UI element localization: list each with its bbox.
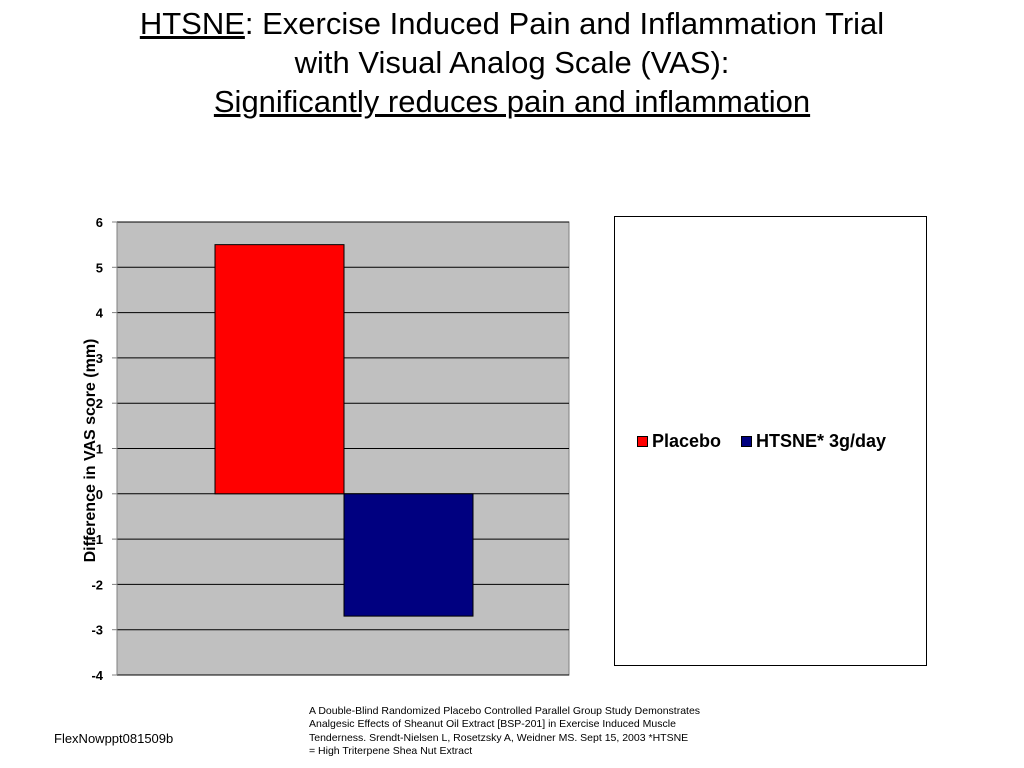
legend-swatch-placebo — [637, 436, 648, 447]
y-tick-label: 3 — [96, 351, 103, 366]
y-tick-label: 4 — [96, 306, 104, 321]
citation-line-2: Analgesic Effects of Sheanut Oil Extract… — [309, 718, 676, 731]
bar-htsne-3g-day — [343, 493, 474, 617]
title-line-1: HTSNE: Exercise Induced Pain and Inflamm… — [0, 4, 1024, 43]
y-tick-label: -2 — [91, 577, 103, 592]
y-tick-label: 0 — [96, 487, 103, 502]
bars — [214, 244, 474, 617]
legend-swatch-htsne — [741, 436, 753, 447]
y-tick-labels: 6 5 4 3 2 1 0 -1 -2 -3 -4 — [91, 215, 103, 683]
citation: A Double-Blind Randomized Placebo Contro… — [309, 705, 749, 759]
citation-line-3: Tenderness. Srendt-Nielsen L, Rosetzsky … — [309, 731, 689, 744]
y-tick-label: -3 — [91, 623, 103, 638]
title-line-2: with Visual Analog Scale (VAS): — [294, 45, 730, 80]
title-line-3: Significantly reduces pain and inflammat… — [213, 84, 811, 119]
legend-label-placebo: Placebo — [652, 431, 722, 451]
y-tick-label: -4 — [91, 668, 103, 683]
y-tick-label: 6 — [96, 215, 103, 230]
title-product-name: HTSNE — [139, 6, 245, 41]
axes — [112, 221, 118, 676]
y-tick-label: 2 — [96, 396, 103, 411]
y-tick-label: -1 — [91, 532, 103, 547]
legend: Placebo HTSNE* 3g/day — [614, 216, 927, 666]
slide-title: HTSNE: Exercise Induced Pain and Inflamm… — [0, 4, 1024, 121]
legend-row: Placebo HTSNE* 3g/day — [637, 431, 906, 452]
bar-placebo — [214, 244, 345, 495]
title-line-1-rest: : Exercise Induced Pain and Inflammation… — [244, 6, 885, 41]
y-tick-label: 5 — [96, 260, 103, 275]
citation-line-1: A Double-Blind Randomized Placebo Contro… — [309, 705, 701, 717]
footer-code: FlexNowppt081509b — [54, 731, 174, 746]
y-tick-label: 1 — [96, 442, 103, 457]
citation-line-4: = High Triterpene Shea Nut Extract — [309, 745, 473, 758]
legend-label-htsne: HTSNE* 3g/day — [756, 431, 887, 451]
legend-item-placebo: Placebo — [637, 431, 721, 452]
y-axis-label: Difference in VAS score (mm) — [82, 339, 99, 563]
legend-item-htsne: HTSNE* 3g/day — [741, 431, 886, 452]
